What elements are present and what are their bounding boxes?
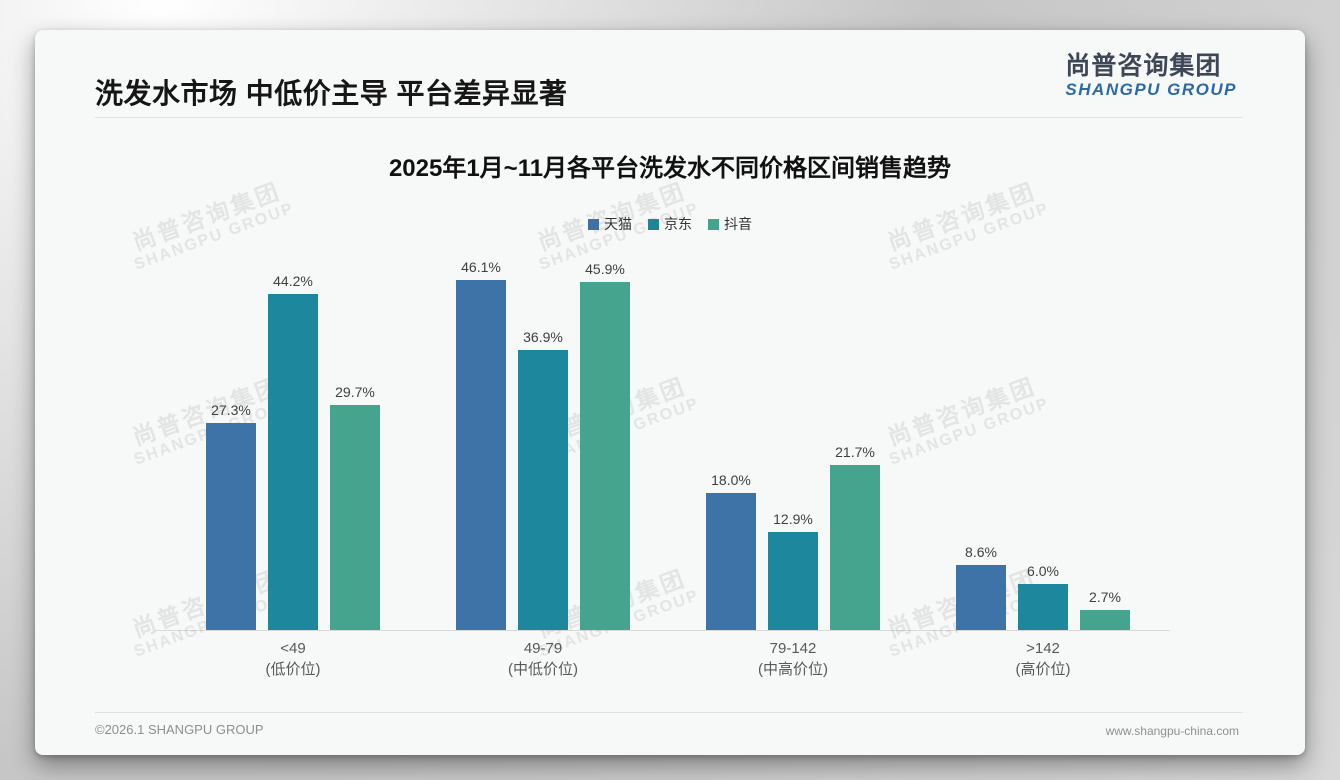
category-label: 49-79 (中低价位) <box>456 638 630 680</box>
category-label: >142 (高价位) <box>956 638 1130 680</box>
watermark-en-text: SHANGPU GROUP <box>886 199 1052 274</box>
bar-unit: 44.2% <box>268 273 318 630</box>
bar <box>706 493 756 630</box>
category-range: >142 <box>1026 640 1060 657</box>
category-tier: (低价位) <box>265 661 321 678</box>
bar-unit: 45.9% <box>580 261 630 630</box>
bar-unit: 6.0% <box>1018 563 1068 630</box>
footer-copyright: ©2026.1 SHANGPU GROUP <box>95 722 264 737</box>
bar <box>330 405 380 630</box>
legend-swatch <box>648 218 659 230</box>
bar-group: 18.0% 12.9% 21.7% <box>706 444 880 630</box>
legend-swatch <box>588 218 599 230</box>
chart-legend: 天猫 京东 抖音 <box>35 214 1305 234</box>
category-range: 49-79 <box>523 640 563 657</box>
logo-cn-text: 尚普咨询集团 <box>1065 52 1222 80</box>
footer-website: www.shangpu-china.com <box>1105 724 1239 738</box>
footer-divider <box>95 712 1243 713</box>
page-title: 洗发水市场 中低价主导 平台差异显著 <box>95 78 568 109</box>
company-logo: 尚普咨询集团 SHANGPU GROUP <box>1065 52 1237 100</box>
legend-label: 抖音 <box>724 216 752 232</box>
bar-value-label: 29.7% <box>335 384 375 400</box>
bar <box>1018 584 1068 630</box>
logo-en-text: SHANGPU GROUP <box>1065 80 1237 99</box>
category-label: <49 (低价位) <box>206 638 380 680</box>
category-tier: (中低价位) <box>508 661 578 678</box>
category-label: 79-142 (中高价位) <box>706 638 880 680</box>
bar-value-label: 2.7% <box>1089 589 1121 605</box>
bar-value-label: 18.0% <box>711 472 751 488</box>
legend-label: 天猫 <box>604 216 632 232</box>
x-axis-line <box>155 630 1170 631</box>
bar-value-label: 21.7% <box>835 444 875 460</box>
legend-label: 京东 <box>664 216 692 232</box>
bar-value-label: 36.9% <box>523 329 563 345</box>
category-range: 79-142 <box>769 640 817 657</box>
slide-card: 洗发水市场 中低价主导 平台差异显著 尚普咨询集团 SHANGPU GROUP … <box>35 30 1305 755</box>
bar-unit: 36.9% <box>518 329 568 630</box>
bar-unit: 12.9% <box>768 511 818 630</box>
bar-unit: 46.1% <box>456 259 506 630</box>
bar-value-label: 46.1% <box>461 259 501 275</box>
bar <box>268 294 318 630</box>
bar-unit: 27.3% <box>206 402 256 630</box>
bar <box>956 565 1006 630</box>
header-divider <box>95 117 1243 118</box>
bar <box>456 280 506 630</box>
legend-item: 天猫 <box>588 214 632 234</box>
bar <box>768 532 818 630</box>
watermark-cn-text: 尚普咨询集团 <box>884 372 1040 451</box>
legend-item: 抖音 <box>708 214 752 234</box>
category-tier: (高价位) <box>1015 661 1071 678</box>
bar-value-label: 27.3% <box>211 402 251 418</box>
bar <box>1080 610 1130 630</box>
bar-unit: 21.7% <box>830 444 880 630</box>
bar-value-label: 44.2% <box>273 273 313 289</box>
bar-unit: 18.0% <box>706 472 756 630</box>
legend-swatch <box>708 218 719 230</box>
bar-value-label: 8.6% <box>965 544 997 560</box>
bar-unit: 2.7% <box>1080 589 1130 630</box>
bar <box>830 465 880 630</box>
bar-group: 27.3% 44.2% 29.7% <box>206 273 380 630</box>
category-tier: (中高价位) <box>758 661 828 678</box>
bar-value-label: 12.9% <box>773 511 813 527</box>
bar-group: 8.6% 6.0% 2.7% <box>956 544 1130 630</box>
bar-value-label: 45.9% <box>585 261 625 277</box>
category-range: <49 <box>280 640 306 657</box>
bar <box>580 282 630 630</box>
bar <box>206 423 256 630</box>
bar-unit: 8.6% <box>956 544 1006 630</box>
watermark-en-text: SHANGPU GROUP <box>131 199 297 274</box>
chart-title: 2025年1月~11月各平台洗发水不同价格区间销售趋势 <box>388 155 952 182</box>
bar-group: 46.1% 36.9% 45.9% <box>456 259 630 630</box>
bar-value-label: 6.0% <box>1027 563 1059 579</box>
watermark-en-text: SHANGPU GROUP <box>886 394 1052 469</box>
bar-unit: 29.7% <box>330 384 380 630</box>
bar <box>518 350 568 630</box>
legend-item: 京东 <box>648 214 692 234</box>
